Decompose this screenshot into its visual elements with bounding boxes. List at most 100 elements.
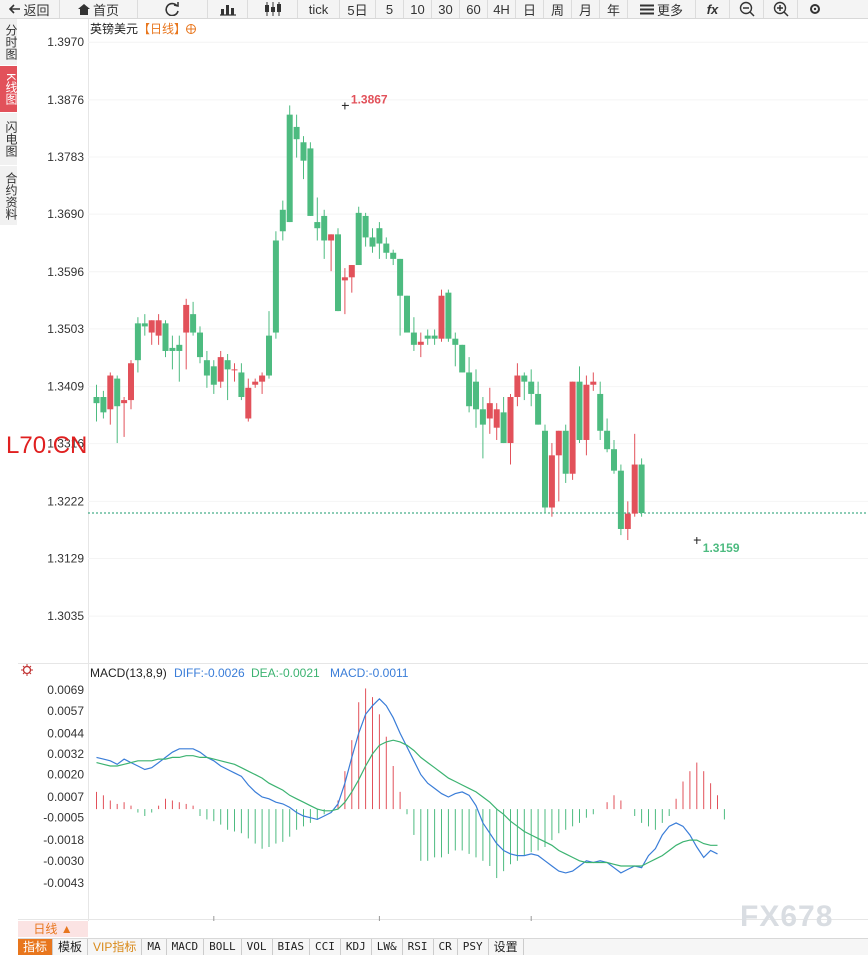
zoom-in-button[interactable] (764, 0, 798, 18)
menu-icon (639, 4, 654, 14)
candle-body (362, 215, 369, 238)
period-selector[interactable]: 日线 ▲ (18, 921, 88, 937)
refresh-button[interactable] (138, 0, 208, 18)
candle-body (638, 464, 645, 514)
period-tab[interactable]: 4H (488, 0, 516, 18)
home-label: 首页 (92, 2, 119, 18)
indicator-button[interactable]: 模板 (53, 939, 89, 955)
price-tick-label: 1.3222 (47, 494, 84, 508)
indicator-button[interactable]: CCI (310, 939, 341, 955)
indicator-button[interactable]: VIP指标 (88, 939, 143, 955)
indicator-button[interactable]: MA (142, 939, 167, 955)
zoom-in-icon (773, 1, 789, 17)
candle-style-button[interactable] (248, 0, 298, 18)
more-button[interactable]: 更多 (628, 0, 696, 18)
watermark-text: L70.CN (6, 432, 88, 459)
back-button[interactable]: 返回 (0, 0, 60, 18)
candle-body (162, 323, 169, 351)
candle-body (548, 455, 555, 508)
candle-body (286, 114, 293, 223)
back-arrow-icon (9, 4, 21, 14)
indicator-chart-button[interactable] (208, 0, 248, 18)
indicator-button[interactable]: RSI (403, 939, 434, 955)
candle-body (514, 375, 521, 398)
macd-diff-line (96, 697, 718, 874)
period-tab[interactable]: 年 (600, 0, 628, 18)
candle-body (148, 320, 155, 333)
candle-body (259, 375, 266, 382)
candle-body (100, 397, 107, 413)
indicator-button[interactable]: BOLL (204, 939, 242, 955)
side-tab[interactable]: K线图 (0, 66, 18, 113)
candle-body (390, 252, 397, 259)
candle-body (466, 372, 473, 407)
period-tab[interactable]: 30 (432, 0, 460, 18)
chart-symbol: 英镑美元 (90, 21, 138, 36)
home-button[interactable]: 首页 (60, 0, 138, 18)
zoom-out-button[interactable] (730, 0, 764, 18)
candle-body (155, 320, 162, 336)
fx678-logo: FX678 (740, 900, 834, 933)
candle-body (348, 265, 355, 278)
price-tick-label: 1.3316 (47, 437, 84, 451)
indicator-button[interactable]: 指标 (18, 939, 54, 955)
macd-tick-label: -0.0018 (43, 833, 84, 847)
candle-body (404, 295, 410, 333)
candle-body (134, 323, 141, 361)
macd-tick-label: 0.0044 (47, 726, 84, 740)
macd-tick-label: -0.0043 (43, 876, 84, 890)
candle-body (555, 430, 562, 456)
candle-body (542, 430, 548, 508)
indicator-button[interactable]: KDJ (341, 939, 372, 955)
period-tab[interactable]: 月 (572, 0, 600, 18)
price-tick-label: 1.3596 (47, 265, 84, 279)
formula-button[interactable]: fx (696, 0, 730, 18)
candle-body (521, 375, 528, 382)
candle-body (631, 464, 638, 514)
side-tab[interactable]: 闪电图 (0, 113, 18, 166)
period-tab[interactable]: 5日 (340, 0, 376, 18)
candle-body (583, 384, 590, 440)
period-tab[interactable]: 60 (460, 0, 488, 18)
macd-dea-value: DEA:-0.0021 (251, 666, 320, 680)
candle-body (245, 387, 252, 419)
side-tab[interactable]: 分时图 (0, 19, 18, 66)
macd-diff-value: DIFF:-0.0026 (174, 666, 245, 680)
candle-body (369, 237, 376, 247)
add-indicator-icon[interactable] (186, 24, 196, 34)
macd-settings-icon[interactable] (21, 664, 33, 676)
indicator-button[interactable]: VOL (242, 939, 273, 955)
candle-body (500, 412, 507, 444)
indicator-button[interactable]: CR (434, 939, 458, 955)
indicator-button[interactable]: MACD (167, 939, 205, 955)
indicator-button[interactable]: BIAS (273, 939, 310, 955)
candle-body (383, 243, 390, 253)
side-tab[interactable]: 合约资料 (0, 166, 18, 226)
indicator-button[interactable]: LW& (372, 939, 403, 955)
chart-bars-icon (219, 5, 236, 16)
indicator-button[interactable]: 设置 (489, 939, 524, 955)
candle-body (479, 409, 486, 425)
candle-body (335, 234, 341, 312)
indicator-button[interactable]: PSY (458, 939, 489, 955)
settings-button[interactable] (798, 0, 832, 18)
candle-body (272, 240, 279, 333)
candle-body (114, 378, 121, 407)
period-tab[interactable]: 10 (404, 0, 432, 18)
period-tab[interactable]: 周 (544, 0, 572, 18)
period-tab[interactable]: 日 (516, 0, 544, 18)
price-tick-label: 1.3035 (47, 609, 84, 623)
candle-body (190, 314, 197, 333)
period-tick[interactable]: tick (298, 0, 340, 18)
period-tab[interactable]: 5 (376, 0, 404, 18)
candle-body (611, 449, 617, 471)
candle-body (410, 332, 417, 345)
candle-body (341, 277, 348, 281)
candle-body (624, 513, 631, 529)
macd-tick-label: -0.0030 (43, 854, 84, 868)
candle-body (183, 304, 190, 333)
candle-body (397, 258, 404, 296)
candle-body (617, 470, 624, 529)
period-tabs: 5日 5 10 30 60 4H 日周月年 (340, 0, 628, 18)
macd-tick-label: 0.0057 (47, 704, 84, 718)
